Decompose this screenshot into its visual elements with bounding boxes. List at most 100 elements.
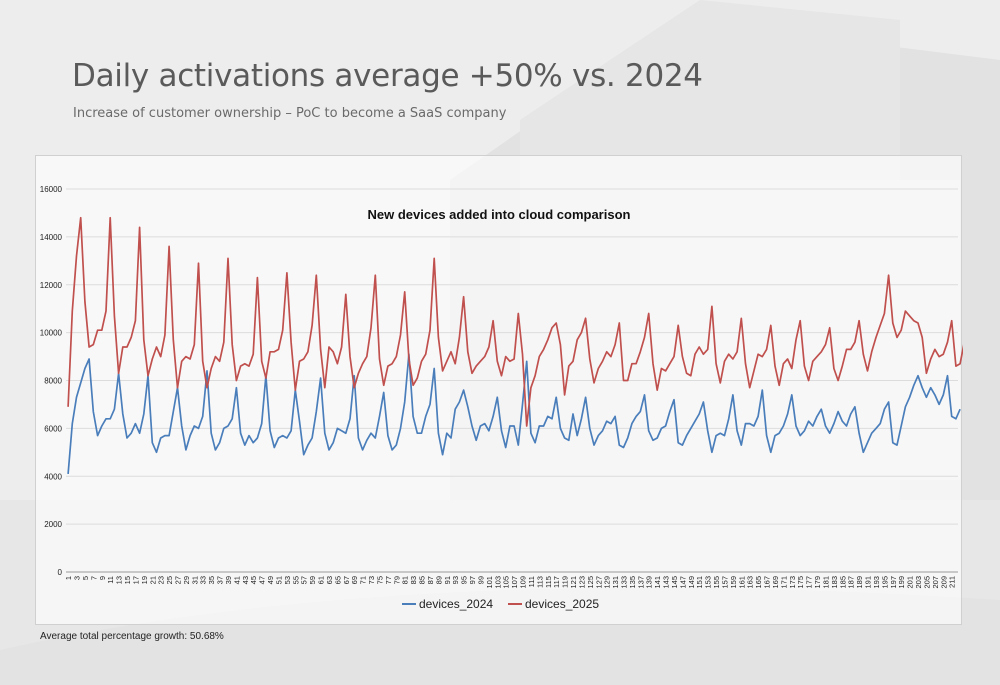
x-tick-label: 63 <box>325 576 334 584</box>
y-tick-label: 14000 <box>40 233 63 242</box>
x-tick-label: 77 <box>384 576 393 584</box>
x-tick-label: 1 <box>64 576 73 580</box>
series-line-devices_2024 <box>67 353 961 474</box>
x-tick-label: 109 <box>519 576 528 589</box>
x-tick-label: 115 <box>544 576 553 588</box>
x-tick-label: 25 <box>165 576 174 584</box>
x-tick-label: 139 <box>645 576 654 589</box>
x-tick-label: 89 <box>434 576 443 584</box>
x-tick-label: 53 <box>283 576 292 584</box>
x-tick-label: 83 <box>409 576 418 584</box>
legend-label: devices_2024 <box>419 597 493 611</box>
x-tick-label: 119 <box>561 576 570 588</box>
x-tick-label: 37 <box>216 576 225 584</box>
x-tick-label: 173 <box>788 576 797 589</box>
x-tick-label: 35 <box>207 576 216 584</box>
x-tick-label: 17 <box>131 576 140 584</box>
x-tick-label: 11 <box>106 576 115 584</box>
x-tick-label: 7 <box>89 576 98 580</box>
x-tick-label: 145 <box>670 576 679 589</box>
x-tick-label: 201 <box>906 576 915 589</box>
x-tick-label: 99 <box>476 576 485 584</box>
slide-title: Daily activations average +50% vs. 2024 <box>72 58 703 94</box>
x-tick-label: 55 <box>291 576 300 584</box>
x-tick-label: 193 <box>872 576 881 589</box>
x-tick-label: 39 <box>224 576 233 584</box>
x-tick-label: 107 <box>510 576 519 589</box>
x-tick-label: 127 <box>594 576 603 589</box>
x-tick-label: 205 <box>922 576 931 589</box>
x-tick-label: 49 <box>266 576 275 584</box>
x-tick-label: 65 <box>333 576 342 584</box>
y-tick-label: 16000 <box>40 185 63 194</box>
y-tick-label: 2000 <box>44 520 62 529</box>
x-tick-label: 155 <box>712 576 721 589</box>
x-tick-label: 29 <box>182 576 191 584</box>
x-tick-label: 133 <box>620 576 629 589</box>
x-tick-label: 131 <box>611 576 620 589</box>
x-tick-label: 117 <box>552 576 561 588</box>
x-tick-label: 177 <box>805 576 814 589</box>
x-tick-label: 87 <box>426 576 435 584</box>
x-tick-label: 163 <box>746 576 755 589</box>
x-tick-label: 191 <box>864 576 873 589</box>
x-tick-label: 123 <box>577 576 586 589</box>
y-tick-label: 12000 <box>40 281 63 290</box>
x-tick-label: 135 <box>628 576 637 589</box>
x-tick-label: 113 <box>535 576 544 588</box>
x-tick-label: 169 <box>771 576 780 589</box>
x-tick-label: 85 <box>418 576 427 584</box>
chart-panel: 0 2000 4000 6000 8000 10000 12000 14000 16000 1 3 5… <box>35 155 963 625</box>
x-tick-label: 61 <box>317 576 326 584</box>
x-tick-label: 97 <box>468 576 477 584</box>
x-tick-label: 47 <box>258 576 267 584</box>
x-tick-label: 167 <box>763 576 772 589</box>
x-tick-label: 171 <box>779 576 788 589</box>
x-tick-label: 181 <box>821 576 830 589</box>
x-tick-label: 91 <box>443 576 452 584</box>
x-tick-label: 3 <box>73 576 82 580</box>
series-line-devices_2025 <box>67 216 963 427</box>
x-tick-label: 153 <box>704 576 713 589</box>
x-tick-label: 79 <box>392 576 401 584</box>
x-tick-label: 51 <box>274 576 283 584</box>
x-tick-label: 15 <box>123 576 132 584</box>
x-tick-label: 67 <box>342 576 351 584</box>
legend-label: devices_2025 <box>525 597 599 611</box>
x-tick-label: 199 <box>897 576 906 589</box>
x-tick-label: 57 <box>300 576 309 584</box>
x-tick-label: 189 <box>855 576 864 589</box>
x-tick-label: 41 <box>232 576 241 584</box>
chart-title: New devices added into cloud comparison <box>368 207 631 222</box>
x-tick-label: 141 <box>653 576 662 589</box>
x-tick-label: 151 <box>695 576 704 589</box>
x-tick-label: 27 <box>174 576 183 584</box>
x-tick-label: 71 <box>359 576 368 584</box>
x-tick-label: 9 <box>98 576 107 580</box>
x-tick-label: 203 <box>914 576 923 589</box>
x-tick-label: 187 <box>847 576 856 589</box>
x-tick-label: 69 <box>350 576 359 584</box>
x-tick-label: 19 <box>140 576 149 584</box>
x-tick-label: 129 <box>603 576 612 589</box>
x-tick-label: 195 <box>880 576 889 589</box>
x-tick-label: 105 <box>502 576 511 589</box>
x-tick-label: 147 <box>678 576 687 589</box>
x-tick-label: 101 <box>485 576 494 589</box>
y-tick-label: 0 <box>58 568 63 577</box>
x-tick-label: 165 <box>754 576 763 589</box>
x-tick-label: 149 <box>687 576 696 589</box>
x-tick-label: 43 <box>241 576 250 584</box>
x-tick-label: 13 <box>115 576 124 584</box>
x-tick-label: 75 <box>375 576 384 584</box>
x-tick-label: 93 <box>451 576 460 584</box>
x-tick-label: 185 <box>838 576 847 589</box>
x-tick-label: 143 <box>662 576 671 589</box>
x-tick-label: 179 <box>813 576 822 589</box>
x-tick-label: 161 <box>737 576 746 589</box>
x-tick-label: 111 <box>527 576 536 587</box>
x-tick-label: 157 <box>720 576 729 589</box>
x-tick-label: 33 <box>199 576 208 584</box>
x-tick-label: 23 <box>157 576 166 584</box>
x-tick-label: 45 <box>249 576 258 584</box>
